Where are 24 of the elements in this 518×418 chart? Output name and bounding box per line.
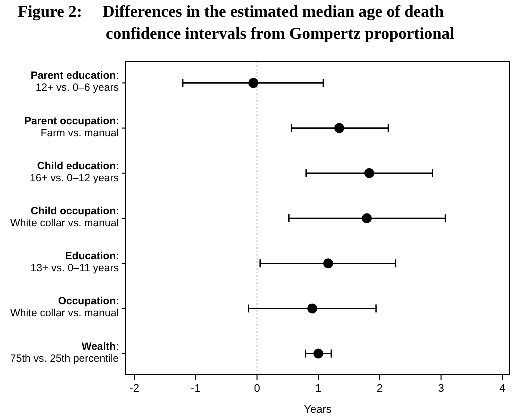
y-tick-label: Child education: 16+ vs. 0–12 years — [30, 160, 119, 184]
x-tick-label: 2 — [376, 383, 384, 395]
chart-subtitle: confidence intervals from Gompertz proportional — [106, 24, 455, 43]
point — [323, 258, 334, 269]
point — [307, 304, 318, 314]
y-tick-label: Wealth: 75th vs. 25th percentile — [10, 340, 120, 365]
point — [364, 168, 375, 178]
x-tick-label: 3 — [438, 383, 444, 395]
x-tick-label: -2 — [130, 383, 140, 395]
point — [248, 78, 259, 88]
y-tick-label: Education: 13+ vs. 0–11 years — [30, 250, 119, 275]
y-tick-label: Parent education: 12+ vs. 0–6 years — [30, 70, 119, 94]
chart-title: Figure 2: Differences in the estimated median age of death — [18, 2, 444, 21]
x-tick-label: -1 — [191, 383, 201, 395]
point — [362, 214, 372, 224]
y-tick-label: Parent occupation: Farm vs. manual — [24, 115, 119, 140]
x-tick-label: 0 — [254, 383, 260, 395]
x-tick-label: 4 — [500, 383, 506, 395]
y-tick-label: Child occupation: White collar vs. manual — [10, 206, 119, 230]
x-axis-title: Years — [304, 404, 332, 416]
y-tick-label: Occupation: White collar vs. manual — [10, 296, 119, 320]
point — [314, 348, 324, 359]
point — [334, 123, 344, 134]
x-tick-label: 1 — [316, 383, 322, 395]
